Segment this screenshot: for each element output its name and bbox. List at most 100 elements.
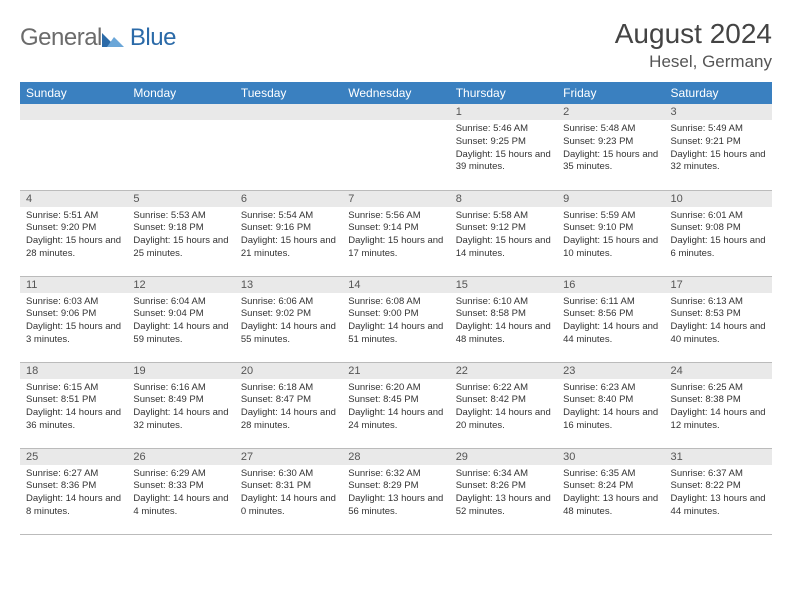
weekday-header: Monday xyxy=(127,82,234,104)
sunrise-text: Sunrise: 5:49 AM xyxy=(671,123,766,136)
calendar-day-cell: 17Sunrise: 6:13 AMSunset: 8:53 PMDayligh… xyxy=(665,276,772,362)
calendar-day-cell: 23Sunrise: 6:23 AMSunset: 8:40 PMDayligh… xyxy=(557,362,664,448)
calendar-day-cell: 15Sunrise: 6:10 AMSunset: 8:58 PMDayligh… xyxy=(450,276,557,362)
daylight-text: Daylight: 15 hours and 32 minutes. xyxy=(671,149,766,175)
sunset-text: Sunset: 8:26 PM xyxy=(456,480,551,493)
sunset-text: Sunset: 8:33 PM xyxy=(133,480,228,493)
day-body: Sunrise: 6:01 AMSunset: 9:08 PMDaylight:… xyxy=(665,207,772,263)
daylight-text: Daylight: 13 hours and 48 minutes. xyxy=(563,493,658,519)
day-body: Sunrise: 5:56 AMSunset: 9:14 PMDaylight:… xyxy=(342,207,449,263)
sunset-text: Sunset: 8:24 PM xyxy=(563,480,658,493)
sunrise-text: Sunrise: 6:20 AM xyxy=(348,382,443,395)
day-body: Sunrise: 6:11 AMSunset: 8:56 PMDaylight:… xyxy=(557,293,664,349)
daylight-text: Daylight: 13 hours and 44 minutes. xyxy=(671,493,766,519)
sunset-text: Sunset: 8:36 PM xyxy=(26,480,121,493)
calendar-day-cell: 16Sunrise: 6:11 AMSunset: 8:56 PMDayligh… xyxy=(557,276,664,362)
daylight-text: Daylight: 15 hours and 25 minutes. xyxy=(133,235,228,261)
daylight-text: Daylight: 14 hours and 51 minutes. xyxy=(348,321,443,347)
day-body: Sunrise: 6:23 AMSunset: 8:40 PMDaylight:… xyxy=(557,379,664,435)
daylight-text: Daylight: 15 hours and 10 minutes. xyxy=(563,235,658,261)
day-number: 13 xyxy=(235,277,342,293)
day-body xyxy=(127,120,234,125)
calendar-day-cell: 9Sunrise: 5:59 AMSunset: 9:10 PMDaylight… xyxy=(557,190,664,276)
daylight-text: Daylight: 14 hours and 59 minutes. xyxy=(133,321,228,347)
daylight-text: Daylight: 14 hours and 28 minutes. xyxy=(241,407,336,433)
calendar-day-cell: 31Sunrise: 6:37 AMSunset: 8:22 PMDayligh… xyxy=(665,448,772,534)
day-number: 24 xyxy=(665,363,772,379)
day-number xyxy=(235,104,342,120)
day-number xyxy=(342,104,449,120)
daylight-text: Daylight: 14 hours and 12 minutes. xyxy=(671,407,766,433)
sunrise-text: Sunrise: 6:16 AM xyxy=(133,382,228,395)
day-body: Sunrise: 6:08 AMSunset: 9:00 PMDaylight:… xyxy=(342,293,449,349)
sunrise-text: Sunrise: 6:30 AM xyxy=(241,468,336,481)
sunrise-text: Sunrise: 6:04 AM xyxy=(133,296,228,309)
sunset-text: Sunset: 8:38 PM xyxy=(671,394,766,407)
day-number: 28 xyxy=(342,449,449,465)
daylight-text: Daylight: 15 hours and 39 minutes. xyxy=(456,149,551,175)
calendar-day-cell xyxy=(20,104,127,190)
weekday-header: Friday xyxy=(557,82,664,104)
weekday-header: Tuesday xyxy=(235,82,342,104)
day-body: Sunrise: 6:37 AMSunset: 8:22 PMDaylight:… xyxy=(665,465,772,521)
sunrise-text: Sunrise: 6:37 AM xyxy=(671,468,766,481)
logo: General Blue xyxy=(20,24,176,52)
day-number: 27 xyxy=(235,449,342,465)
day-body: Sunrise: 5:59 AMSunset: 9:10 PMDaylight:… xyxy=(557,207,664,263)
sunset-text: Sunset: 9:16 PM xyxy=(241,222,336,235)
day-number: 31 xyxy=(665,449,772,465)
calendar-day-cell: 12Sunrise: 6:04 AMSunset: 9:04 PMDayligh… xyxy=(127,276,234,362)
day-number: 7 xyxy=(342,191,449,207)
sunset-text: Sunset: 9:18 PM xyxy=(133,222,228,235)
day-body: Sunrise: 5:54 AMSunset: 9:16 PMDaylight:… xyxy=(235,207,342,263)
sunset-text: Sunset: 8:49 PM xyxy=(133,394,228,407)
day-number: 20 xyxy=(235,363,342,379)
day-body: Sunrise: 6:06 AMSunset: 9:02 PMDaylight:… xyxy=(235,293,342,349)
day-number: 21 xyxy=(342,363,449,379)
sunset-text: Sunset: 8:51 PM xyxy=(26,394,121,407)
day-body: Sunrise: 6:03 AMSunset: 9:06 PMDaylight:… xyxy=(20,293,127,349)
day-body: Sunrise: 6:04 AMSunset: 9:04 PMDaylight:… xyxy=(127,293,234,349)
sunset-text: Sunset: 8:53 PM xyxy=(671,308,766,321)
day-body: Sunrise: 6:30 AMSunset: 8:31 PMDaylight:… xyxy=(235,465,342,521)
day-number: 23 xyxy=(557,363,664,379)
calendar-day-cell: 22Sunrise: 6:22 AMSunset: 8:42 PMDayligh… xyxy=(450,362,557,448)
day-number: 30 xyxy=(557,449,664,465)
sunrise-text: Sunrise: 5:51 AM xyxy=(26,210,121,223)
calendar-page: General Blue August 2024 Hesel, Germany … xyxy=(0,0,792,535)
sunset-text: Sunset: 9:25 PM xyxy=(456,136,551,149)
daylight-text: Daylight: 14 hours and 32 minutes. xyxy=(133,407,228,433)
weekday-header: Thursday xyxy=(450,82,557,104)
sunset-text: Sunset: 9:10 PM xyxy=(563,222,658,235)
day-body: Sunrise: 6:13 AMSunset: 8:53 PMDaylight:… xyxy=(665,293,772,349)
sunrise-text: Sunrise: 6:01 AM xyxy=(671,210,766,223)
daylight-text: Daylight: 14 hours and 48 minutes. xyxy=(456,321,551,347)
calendar-day-cell: 25Sunrise: 6:27 AMSunset: 8:36 PMDayligh… xyxy=(20,448,127,534)
daylight-text: Daylight: 14 hours and 55 minutes. xyxy=(241,321,336,347)
sunset-text: Sunset: 8:29 PM xyxy=(348,480,443,493)
sunrise-text: Sunrise: 6:25 AM xyxy=(671,382,766,395)
daylight-text: Daylight: 14 hours and 0 minutes. xyxy=(241,493,336,519)
sunset-text: Sunset: 8:40 PM xyxy=(563,394,658,407)
sunrise-text: Sunrise: 6:13 AM xyxy=(671,296,766,309)
sunrise-text: Sunrise: 6:03 AM xyxy=(26,296,121,309)
sunset-text: Sunset: 9:23 PM xyxy=(563,136,658,149)
daylight-text: Daylight: 14 hours and 24 minutes. xyxy=(348,407,443,433)
logo-text-general: General xyxy=(20,24,102,52)
location-label: Hesel, Germany xyxy=(615,52,772,72)
day-number: 8 xyxy=(450,191,557,207)
day-number: 17 xyxy=(665,277,772,293)
day-body: Sunrise: 6:32 AMSunset: 8:29 PMDaylight:… xyxy=(342,465,449,521)
calendar-day-cell: 27Sunrise: 6:30 AMSunset: 8:31 PMDayligh… xyxy=(235,448,342,534)
day-number: 18 xyxy=(20,363,127,379)
calendar-week-row: 1Sunrise: 5:46 AMSunset: 9:25 PMDaylight… xyxy=(20,104,772,190)
sunrise-text: Sunrise: 6:32 AM xyxy=(348,468,443,481)
sunrise-text: Sunrise: 5:46 AM xyxy=(456,123,551,136)
weekday-header-row: Sunday Monday Tuesday Wednesday Thursday… xyxy=(20,82,772,104)
title-block: August 2024 Hesel, Germany xyxy=(615,18,772,72)
calendar-day-cell: 3Sunrise: 5:49 AMSunset: 9:21 PMDaylight… xyxy=(665,104,772,190)
daylight-text: Daylight: 14 hours and 40 minutes. xyxy=(671,321,766,347)
calendar-day-cell: 4Sunrise: 5:51 AMSunset: 9:20 PMDaylight… xyxy=(20,190,127,276)
calendar-day-cell: 13Sunrise: 6:06 AMSunset: 9:02 PMDayligh… xyxy=(235,276,342,362)
calendar-day-cell: 1Sunrise: 5:46 AMSunset: 9:25 PMDaylight… xyxy=(450,104,557,190)
